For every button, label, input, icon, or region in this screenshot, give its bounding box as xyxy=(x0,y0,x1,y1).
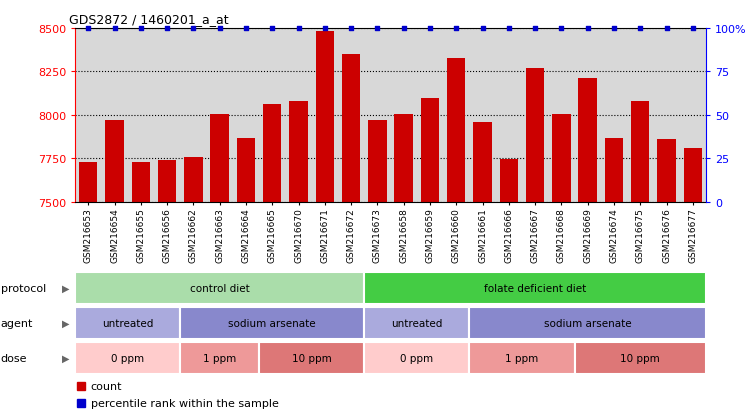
Bar xyxy=(315,32,334,202)
Bar xyxy=(526,69,544,202)
Bar xyxy=(75,272,364,304)
Point xyxy=(293,26,305,32)
Text: untreated: untreated xyxy=(102,318,153,328)
Bar xyxy=(421,98,439,202)
Point xyxy=(398,26,410,32)
Bar xyxy=(394,115,413,202)
Bar xyxy=(180,342,259,375)
Text: dose: dose xyxy=(1,353,27,363)
Bar xyxy=(180,307,364,339)
Bar xyxy=(683,149,702,202)
Bar xyxy=(289,102,308,202)
Point xyxy=(424,26,436,32)
Text: folate deficient diet: folate deficient diet xyxy=(484,283,587,293)
Text: sodium arsenate: sodium arsenate xyxy=(228,318,316,328)
Text: GDS2872 / 1460201_a_at: GDS2872 / 1460201_a_at xyxy=(69,13,228,26)
Point xyxy=(161,26,173,32)
Bar xyxy=(631,102,650,202)
Text: 0 ppm: 0 ppm xyxy=(400,353,433,363)
Point xyxy=(477,26,489,32)
Point xyxy=(503,26,515,32)
Text: 1 ppm: 1 ppm xyxy=(505,353,538,363)
Text: untreated: untreated xyxy=(391,318,442,328)
Bar xyxy=(469,307,706,339)
Text: agent: agent xyxy=(1,318,33,328)
Bar xyxy=(473,123,492,202)
Point xyxy=(372,26,384,32)
Point xyxy=(529,26,541,32)
Text: 1 ppm: 1 ppm xyxy=(203,353,237,363)
Bar xyxy=(105,121,124,202)
Bar xyxy=(342,55,360,202)
Text: 10 ppm: 10 ppm xyxy=(292,353,331,363)
Bar xyxy=(75,307,180,339)
Bar xyxy=(364,272,706,304)
Text: 0 ppm: 0 ppm xyxy=(111,353,144,363)
Point xyxy=(319,26,331,32)
Point xyxy=(345,26,357,32)
Bar xyxy=(158,161,176,202)
Text: ▶: ▶ xyxy=(62,283,69,293)
Bar xyxy=(605,138,623,202)
Bar xyxy=(75,342,180,375)
Point xyxy=(634,26,646,32)
Bar xyxy=(364,307,469,339)
Point xyxy=(661,26,673,32)
Bar xyxy=(364,342,469,375)
Bar xyxy=(657,140,676,202)
Bar xyxy=(210,115,229,202)
Bar xyxy=(184,157,203,202)
Bar xyxy=(237,138,255,202)
Bar xyxy=(575,342,706,375)
Bar xyxy=(131,162,150,202)
Bar xyxy=(552,115,571,202)
Point xyxy=(188,26,200,32)
Text: ▶: ▶ xyxy=(62,318,69,328)
Text: protocol: protocol xyxy=(1,283,46,293)
Bar xyxy=(578,79,597,202)
Text: control diet: control diet xyxy=(190,283,249,293)
Point xyxy=(686,26,698,32)
Point xyxy=(135,26,147,32)
Point xyxy=(266,26,278,32)
Bar xyxy=(259,342,364,375)
Point xyxy=(451,26,463,32)
Bar xyxy=(368,121,387,202)
Text: 10 ppm: 10 ppm xyxy=(620,353,660,363)
Point xyxy=(240,26,252,32)
Point xyxy=(582,26,594,32)
Text: ▶: ▶ xyxy=(62,353,69,363)
Point xyxy=(555,26,568,32)
Bar xyxy=(263,105,282,202)
Bar xyxy=(79,162,98,202)
Bar xyxy=(469,342,575,375)
Text: percentile rank within the sample: percentile rank within the sample xyxy=(91,398,279,408)
Point xyxy=(83,26,95,32)
Point xyxy=(608,26,620,32)
Text: sodium arsenate: sodium arsenate xyxy=(544,318,632,328)
Bar xyxy=(499,160,518,202)
Point xyxy=(213,26,225,32)
Point xyxy=(109,26,121,32)
Text: count: count xyxy=(91,381,122,391)
Bar xyxy=(447,58,466,202)
